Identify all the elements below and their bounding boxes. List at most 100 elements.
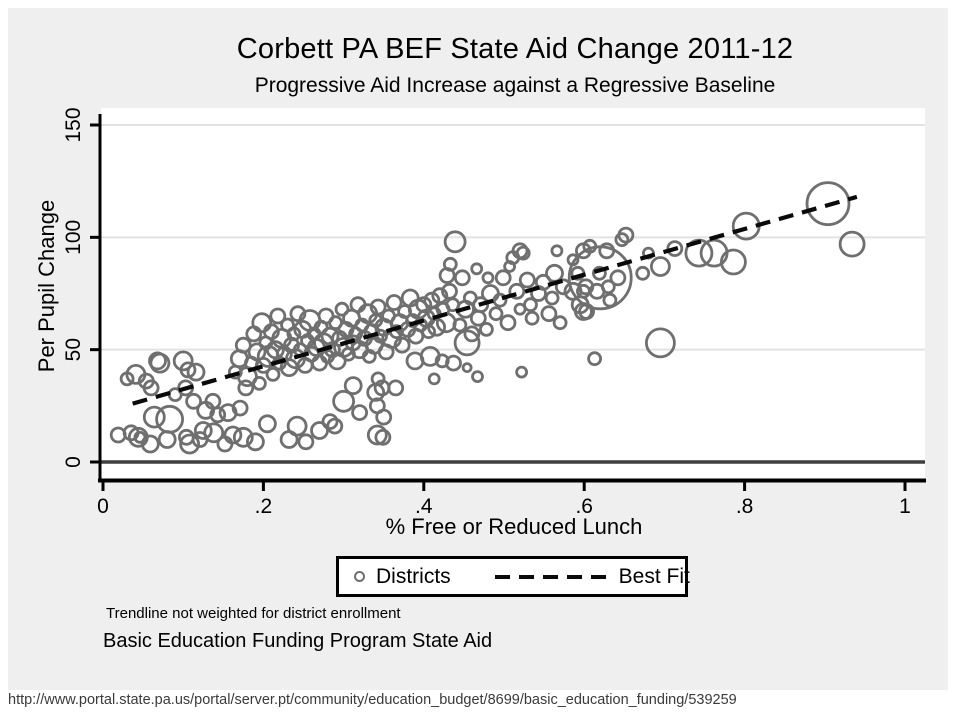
district-point	[508, 282, 526, 300]
district-point	[142, 379, 160, 397]
x-tick-label: .2	[255, 495, 273, 518]
district-point	[645, 327, 676, 359]
district-point	[461, 362, 473, 374]
source-url: http://www.portal.state.pa.us/portal/ser…	[8, 692, 737, 708]
district-point	[515, 365, 528, 379]
district-point	[471, 370, 484, 384]
district-point	[650, 256, 671, 277]
district-point	[518, 271, 536, 289]
district-point	[179, 433, 201, 455]
district-point	[513, 302, 527, 316]
district-point	[370, 371, 386, 387]
district-point	[614, 232, 630, 248]
district-point	[609, 269, 627, 287]
district-point	[265, 366, 281, 382]
chart-title: Corbett PA BEF State Aid Change 2011-12	[236, 33, 794, 65]
best-fit-trendline	[132, 194, 858, 406]
district-point	[582, 238, 598, 254]
district-point	[469, 309, 487, 327]
scatter-plot: 0 50 100 150 0 .2 .4 .6 .8 1	[62, 107, 926, 518]
district-point	[445, 354, 462, 372]
district-point	[598, 242, 616, 260]
y-tick-label: 100	[62, 220, 85, 255]
best-fit-line-icon	[494, 574, 607, 579]
district-point	[140, 434, 160, 454]
district-point	[666, 240, 684, 258]
district-point	[524, 310, 540, 326]
district-point	[481, 271, 495, 285]
x-axis-label: % Free or Reduced Lunch	[385, 514, 643, 539]
district-point	[148, 351, 167, 371]
district-point	[463, 325, 481, 343]
trendline-note: Trendline not weighted for district enro…	[106, 605, 401, 622]
district-point	[488, 306, 504, 322]
district-point	[494, 269, 512, 287]
district-point	[231, 399, 249, 417]
district-point	[470, 262, 484, 276]
district-point	[185, 392, 203, 410]
district-point	[617, 226, 635, 244]
district-point	[297, 433, 315, 451]
district-point	[289, 305, 307, 323]
district-point	[438, 267, 456, 284]
district-point	[443, 230, 467, 254]
district-point	[155, 404, 185, 434]
district-point	[237, 379, 255, 397]
district-point	[149, 352, 171, 374]
y-axis-label: Per Pupil Change	[34, 199, 59, 373]
district-point	[452, 317, 468, 333]
district-point	[343, 376, 363, 396]
district-point	[368, 397, 386, 415]
district-point	[351, 404, 369, 422]
chart-subtitle: Progressive Aid Increase against a Regre…	[254, 74, 776, 97]
district-point	[552, 315, 568, 331]
district-point	[369, 298, 387, 316]
district-point	[326, 417, 344, 435]
district-point	[515, 245, 531, 261]
district-point	[193, 421, 213, 440]
district-point	[257, 414, 277, 434]
district-point	[838, 230, 866, 258]
district-point	[251, 375, 267, 391]
district-point	[393, 336, 411, 354]
district-point	[576, 283, 591, 299]
district-point	[251, 312, 273, 334]
district-point	[321, 413, 339, 431]
district-point	[203, 422, 225, 444]
district-point	[587, 351, 602, 367]
district-point	[234, 336, 252, 354]
district-point	[453, 269, 471, 287]
district-point	[332, 389, 356, 413]
district-point	[223, 425, 243, 445]
district-point	[566, 253, 580, 267]
district-point	[405, 351, 425, 371]
district-point	[262, 323, 280, 341]
y-tick-label: 50	[62, 338, 85, 361]
district-point	[544, 290, 560, 306]
district-point	[805, 181, 851, 227]
district-point	[503, 260, 517, 273]
district-point	[499, 314, 517, 332]
district-point	[247, 342, 267, 362]
district-point	[478, 321, 494, 337]
district-point	[232, 426, 254, 448]
district-point	[334, 301, 350, 317]
program-note: Basic Education Funding Program State Ai…	[103, 630, 493, 652]
district-point	[142, 405, 166, 429]
legend-label-districts: Districts	[376, 564, 451, 588]
x-tick-label: 1	[899, 495, 911, 518]
district-point	[453, 329, 481, 357]
district-point	[720, 248, 747, 276]
district-point	[245, 432, 265, 452]
y-tick-label: 150	[62, 107, 85, 142]
district-point	[374, 428, 392, 446]
district-point	[373, 379, 391, 397]
district-point	[550, 244, 564, 258]
x-tick-label: .8	[736, 495, 754, 518]
district-point	[366, 424, 388, 446]
district-point	[186, 362, 206, 382]
district-point	[602, 292, 618, 308]
district-point	[574, 302, 593, 321]
district-point	[540, 305, 558, 323]
district-point	[427, 372, 441, 386]
